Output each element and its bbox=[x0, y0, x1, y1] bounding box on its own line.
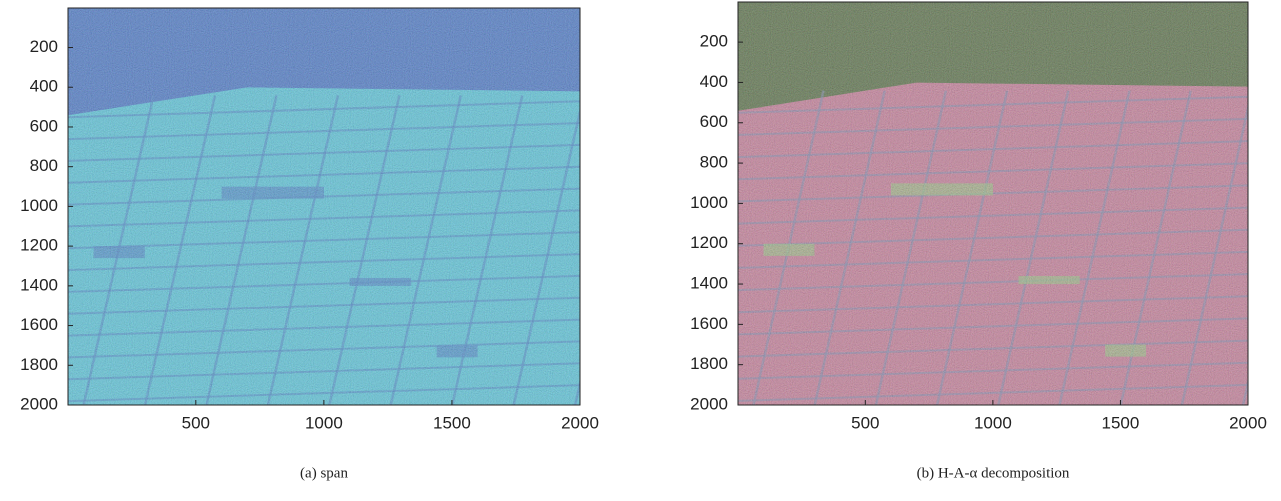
y-tick-label: 1800 bbox=[20, 355, 58, 374]
speckle bbox=[738, 2, 1248, 405]
y-tick-label: 800 bbox=[30, 156, 58, 175]
x-tick-label: 2000 bbox=[1229, 413, 1267, 432]
street bbox=[575, 95, 645, 405]
speckle bbox=[68, 8, 580, 405]
y-tick-label: 1400 bbox=[20, 275, 58, 294]
y-tick-label: 1400 bbox=[690, 274, 728, 293]
y-tick-label: 200 bbox=[700, 32, 728, 51]
y-tick-label: 1000 bbox=[690, 193, 728, 212]
x-tick-label: 2000 bbox=[561, 413, 599, 432]
y-tick-label: 1200 bbox=[690, 233, 728, 252]
x-tick-label: 1000 bbox=[974, 413, 1012, 432]
y-tick-label: 1600 bbox=[20, 315, 58, 334]
y-tick-label: 400 bbox=[700, 72, 728, 91]
y-tick-label: 1600 bbox=[690, 314, 728, 333]
caption: (b) H-A-α decomposition bbox=[917, 465, 1070, 481]
y-tick-label: 600 bbox=[30, 116, 58, 135]
y-tick-label: 1200 bbox=[20, 236, 58, 255]
image bbox=[68, 8, 645, 405]
y-tick-label: 2000 bbox=[20, 394, 58, 413]
x-tick-label: 500 bbox=[851, 413, 879, 432]
y-tick-label: 1800 bbox=[690, 354, 728, 373]
y-tick-label: 800 bbox=[700, 153, 728, 172]
street bbox=[1243, 91, 1281, 405]
x-tick-label: 1500 bbox=[1102, 413, 1140, 432]
x-tick-label: 1500 bbox=[433, 413, 471, 432]
figure: 500 1000 1500 2000 200 400 600 800 1000 1200 1400 1… bbox=[0, 0, 1281, 501]
x-tick-label: 1000 bbox=[305, 413, 343, 432]
y-tick-label: 200 bbox=[30, 37, 58, 56]
y-tick-label: 600 bbox=[700, 112, 728, 131]
y-tick-label: 1000 bbox=[20, 196, 58, 215]
y-tick-label: 400 bbox=[30, 77, 58, 96]
caption: (a) span bbox=[300, 465, 348, 481]
image bbox=[738, 2, 1281, 405]
x-tick-label: 500 bbox=[182, 413, 210, 432]
y-tick-label: 2000 bbox=[690, 394, 728, 413]
